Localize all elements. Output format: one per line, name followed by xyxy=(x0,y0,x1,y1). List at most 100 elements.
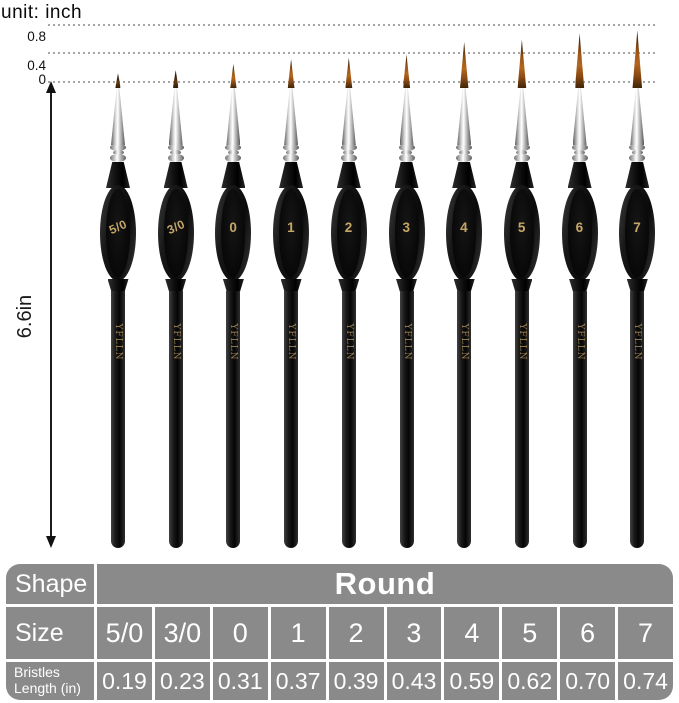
handle-grip-inlay xyxy=(452,189,477,277)
brand-text: YFLLN xyxy=(113,323,123,361)
unit-label: unit: inch xyxy=(1,2,83,23)
brush-size-4: 4 YFLLN xyxy=(444,41,484,548)
brand-text: YFLLN xyxy=(401,323,412,361)
handle-grip: 5/0 xyxy=(100,185,136,281)
brand-text: YFLLN xyxy=(228,323,239,361)
ferrule xyxy=(399,88,414,145)
ruler-tick-0.4: 0.4 xyxy=(27,58,46,73)
handle-grip-inlay xyxy=(106,189,130,277)
table-size-cell: 0 xyxy=(212,607,268,659)
brand-text: YFLLN xyxy=(170,323,181,361)
ferrule-ring xyxy=(283,144,300,151)
brand-text: YFLLN xyxy=(286,323,297,361)
ferrule-ring xyxy=(516,150,528,155)
handle-grip-inlay xyxy=(336,189,361,277)
handle-grip: 1 xyxy=(273,185,310,281)
ferrule-ring xyxy=(571,144,588,151)
handle-grip: 4 xyxy=(446,185,483,281)
table-bristles-row-label: Bristles Length (in) xyxy=(6,662,94,700)
bristle-tip xyxy=(402,54,411,88)
ferrule xyxy=(341,88,356,145)
table-bristle-length-cell: 0.43 xyxy=(386,662,442,700)
ferrule-ring xyxy=(170,150,182,155)
brush-size-label: 5 xyxy=(517,219,526,235)
handle-grip-inlay xyxy=(509,189,534,277)
ferrule xyxy=(457,88,472,145)
handle-shaft: YFLLN xyxy=(111,291,125,548)
table-bristle-length-cell: 0.70 xyxy=(560,662,616,700)
ferrule-ring xyxy=(401,150,412,155)
ferrule-ring xyxy=(112,150,124,155)
ferrule-ring xyxy=(631,150,643,155)
table-size-cell: 5/0 xyxy=(97,607,152,659)
bristle-tip xyxy=(230,63,237,88)
handle-grip: 3 xyxy=(388,185,425,281)
handle-grip-inlay xyxy=(567,189,592,277)
handle-shaft: YFLLN xyxy=(457,291,472,548)
handle-taper xyxy=(338,279,360,292)
arrow-down-icon xyxy=(45,536,56,548)
brand-text: YFLLN xyxy=(343,323,354,361)
table-size-cell: 5 xyxy=(502,607,558,659)
table-bristle-length-cell: 0.59 xyxy=(444,662,500,700)
handle-grip: 5 xyxy=(503,185,540,281)
ferrule-ring xyxy=(285,150,297,155)
ferrule-ring xyxy=(225,144,242,151)
ferrule xyxy=(572,88,587,145)
ferrule-ring xyxy=(456,144,473,151)
handle-grip-inlay xyxy=(625,189,650,277)
handle-grip: 7 xyxy=(619,185,656,281)
ruler-line-0.4 xyxy=(48,52,655,54)
handle-grip: 0 xyxy=(215,185,252,281)
handle-grip-inlay xyxy=(163,189,188,277)
brush-size-label: 7 xyxy=(633,219,642,235)
table-shape-row-label: Shape xyxy=(6,564,94,604)
table-bristle-length-cell: 0.39 xyxy=(328,662,384,700)
bristle-tip xyxy=(459,41,469,88)
table-bristle-length-cell: 0.19 xyxy=(97,662,152,700)
table-bristle-length-cell: 0.37 xyxy=(270,662,326,700)
brush-size-3/0: 3/0 YFLLN xyxy=(156,70,196,548)
ferrule-ring xyxy=(340,144,357,151)
handle-grip: 6 xyxy=(561,185,598,281)
bristle-tip xyxy=(574,33,585,88)
handle-taper xyxy=(222,279,244,292)
ferrule-ring xyxy=(227,150,239,155)
brush-size-0: 0 YFLLN xyxy=(213,63,253,548)
handle-shaft: YFLLN xyxy=(630,291,645,548)
ferrule xyxy=(168,88,183,145)
ferrule-ring xyxy=(458,150,470,155)
table-bristle-length-cell: 0.62 xyxy=(502,662,558,700)
ferrule-ring xyxy=(398,154,415,162)
brush-size-label: 6 xyxy=(575,219,584,235)
handle-shaft: YFLLN xyxy=(572,291,587,548)
ruler-tick-0.8: 0.8 xyxy=(27,29,46,44)
ferrule-ring xyxy=(110,144,126,151)
bristles-label-line2: Length (in) xyxy=(14,680,81,696)
ferrule xyxy=(111,88,125,145)
brand-text: YFLLN xyxy=(632,323,643,361)
brush-size-2: 2 YFLLN xyxy=(329,57,369,548)
handle-taper xyxy=(396,279,417,292)
brush-size-5/0: 5/0 YFLLN xyxy=(98,73,138,548)
bristle-tip xyxy=(172,70,179,88)
brand-text: YFLLN xyxy=(516,323,527,361)
handle-shaft: YFLLN xyxy=(399,291,414,548)
handle-taper xyxy=(280,279,302,292)
ferrule-ring xyxy=(167,144,184,151)
bristle-tip xyxy=(632,30,643,88)
handle-shaft: YFLLN xyxy=(341,291,356,548)
brush-size-label: 4 xyxy=(460,219,469,235)
brush-size-label: 0 xyxy=(229,219,238,235)
ruler-tick-0: 0 xyxy=(38,72,46,87)
handle-taper xyxy=(569,279,591,292)
handle-shaft: YFLLN xyxy=(284,291,299,548)
table-size-cell: 7 xyxy=(618,607,673,659)
brand-text: YFLLN xyxy=(574,323,585,361)
ferrule-ring xyxy=(283,154,300,162)
ferrule xyxy=(226,88,241,145)
brush-size-label: 2 xyxy=(344,219,353,235)
table-bristle-length-cell: 0.31 xyxy=(212,662,268,700)
handle-grip-inlay xyxy=(394,189,419,277)
